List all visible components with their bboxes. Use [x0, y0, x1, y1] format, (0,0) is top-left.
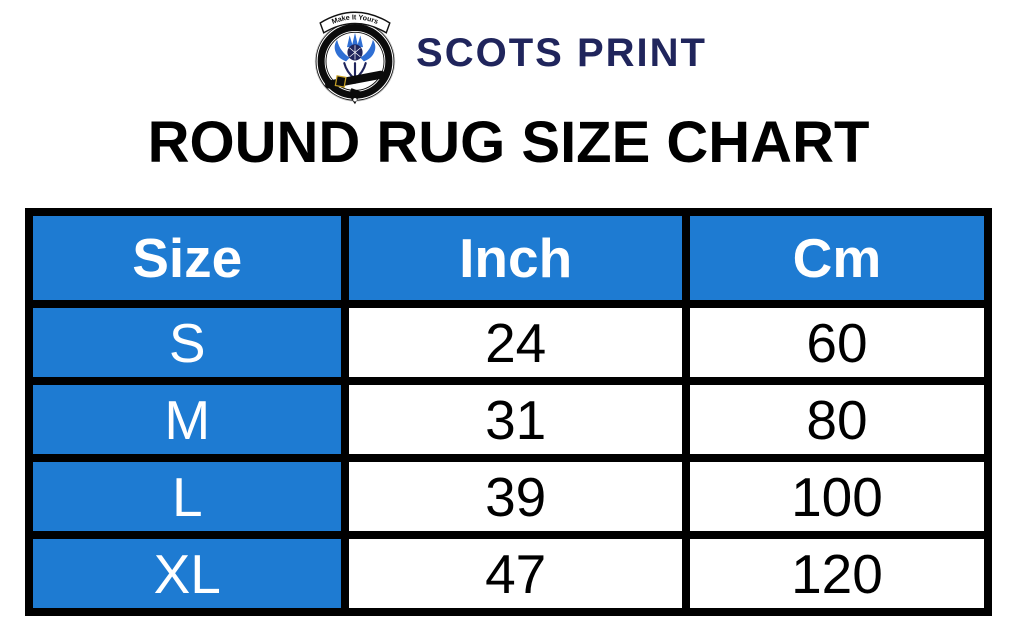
crest-banner-text: Make It Yours	[331, 13, 380, 26]
table-header-row: Size Inch Cm	[24, 208, 993, 308]
size-cell: M	[24, 377, 350, 462]
size-cell: XL	[24, 531, 350, 616]
inch-cell: 24	[341, 300, 690, 385]
thistle-leaf-right	[360, 39, 376, 62]
cm-cell: 80	[681, 377, 993, 462]
thistle-crown	[347, 32, 364, 48]
strap-tail	[348, 88, 362, 105]
table-row: M 31 80	[24, 377, 993, 462]
size-chart-table: Size Inch Cm S 24 60 M 31 80 L 39 100 XL…	[24, 208, 993, 616]
cm-cell: 120	[681, 531, 993, 616]
page-title: ROUND RUG SIZE CHART	[147, 110, 870, 175]
inch-cell: 47	[341, 531, 690, 616]
belt-buckle	[334, 75, 347, 88]
brand-header: Make It Yours SCOTS PRINT	[0, 6, 1017, 106]
scots-print-crest-icon: Make It Yours	[314, 11, 396, 105]
size-cell: S	[24, 300, 350, 385]
header-inch: Inch	[341, 208, 690, 308]
crest-banner-ribbon	[319, 11, 391, 34]
header-size: Size	[24, 208, 350, 308]
size-cell: L	[24, 454, 350, 539]
thistle-leaf-left	[334, 39, 350, 62]
table-row: L 39 100	[24, 454, 993, 539]
cm-cell: 100	[681, 454, 993, 539]
header-cm: Cm	[681, 208, 993, 308]
table-row: S 24 60	[24, 300, 993, 385]
cm-cell: 60	[681, 300, 993, 385]
table-row: XL 47 120	[24, 531, 993, 616]
inch-cell: 39	[341, 454, 690, 539]
brand-name: SCOTS PRINT	[416, 31, 707, 75]
inch-cell: 31	[341, 377, 690, 462]
